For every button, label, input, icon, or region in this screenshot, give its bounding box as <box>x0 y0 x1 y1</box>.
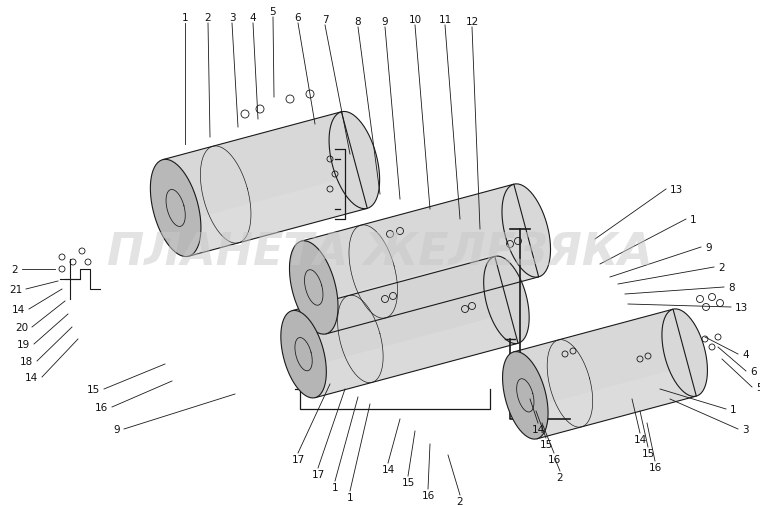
Text: 5: 5 <box>756 382 760 392</box>
Polygon shape <box>483 257 529 344</box>
Text: 14: 14 <box>11 305 25 315</box>
Text: 9: 9 <box>382 17 388 27</box>
Text: 2: 2 <box>11 265 18 274</box>
Text: 8: 8 <box>728 282 735 292</box>
Text: 6: 6 <box>750 366 757 376</box>
Text: 14: 14 <box>531 424 545 434</box>
Text: 5: 5 <box>270 7 277 17</box>
Text: 17: 17 <box>312 469 325 479</box>
Text: ПЛАНЕТА ЖЕЛЕЗЯКА: ПЛАНЕТА ЖЕЛЕЗЯКА <box>107 231 653 274</box>
Text: 9: 9 <box>705 242 711 252</box>
Text: 2: 2 <box>457 496 464 505</box>
Text: 12: 12 <box>465 17 479 27</box>
Polygon shape <box>179 175 367 257</box>
Text: 10: 10 <box>408 15 422 25</box>
Text: 2: 2 <box>718 263 724 273</box>
Polygon shape <box>329 112 380 209</box>
Text: 11: 11 <box>439 15 451 25</box>
Polygon shape <box>502 184 550 278</box>
Polygon shape <box>163 113 367 257</box>
Text: 21: 21 <box>9 284 22 294</box>
Text: 3: 3 <box>742 424 749 434</box>
Text: 2: 2 <box>556 472 563 482</box>
Text: 16: 16 <box>421 490 435 500</box>
Text: 13: 13 <box>670 185 683 194</box>
Text: 15: 15 <box>641 448 654 458</box>
Polygon shape <box>502 352 548 439</box>
Text: 16: 16 <box>547 454 561 464</box>
Text: 8: 8 <box>355 17 361 27</box>
Polygon shape <box>529 366 696 439</box>
Text: 17: 17 <box>291 454 305 464</box>
Text: 1: 1 <box>182 13 188 23</box>
Text: 14: 14 <box>382 464 394 474</box>
Text: 19: 19 <box>17 339 30 349</box>
Polygon shape <box>292 257 518 398</box>
Text: 1: 1 <box>690 215 697 225</box>
Text: 14: 14 <box>25 372 38 382</box>
Text: 15: 15 <box>401 477 415 487</box>
Text: 4: 4 <box>250 13 256 23</box>
Text: 20: 20 <box>15 322 28 332</box>
Text: 13: 13 <box>735 302 749 313</box>
Text: 16: 16 <box>648 462 662 472</box>
Text: 9: 9 <box>113 424 120 434</box>
Polygon shape <box>514 310 696 439</box>
Polygon shape <box>150 160 201 257</box>
Text: 15: 15 <box>87 384 100 394</box>
Polygon shape <box>301 185 539 334</box>
Text: 15: 15 <box>540 439 553 449</box>
Polygon shape <box>318 245 539 334</box>
Text: 2: 2 <box>204 13 211 23</box>
Text: 14: 14 <box>633 434 647 444</box>
Text: 1: 1 <box>347 492 353 502</box>
Polygon shape <box>290 241 338 334</box>
Text: 16: 16 <box>95 402 108 412</box>
Text: 6: 6 <box>295 13 301 23</box>
Polygon shape <box>281 311 326 398</box>
Text: 7: 7 <box>321 15 328 25</box>
Polygon shape <box>662 309 708 396</box>
Text: 1: 1 <box>331 482 338 492</box>
Polygon shape <box>307 313 518 398</box>
Text: 18: 18 <box>20 357 33 366</box>
Text: 4: 4 <box>742 349 749 359</box>
Text: 3: 3 <box>229 13 236 23</box>
Text: 1: 1 <box>730 404 736 414</box>
